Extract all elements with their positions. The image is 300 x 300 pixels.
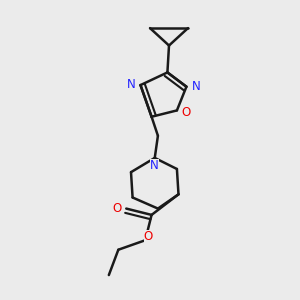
Text: N: N [150, 159, 159, 172]
Text: O: O [113, 202, 122, 215]
Text: O: O [144, 230, 153, 243]
Text: N: N [191, 80, 200, 93]
Text: O: O [182, 106, 191, 118]
Text: N: N [127, 78, 135, 91]
